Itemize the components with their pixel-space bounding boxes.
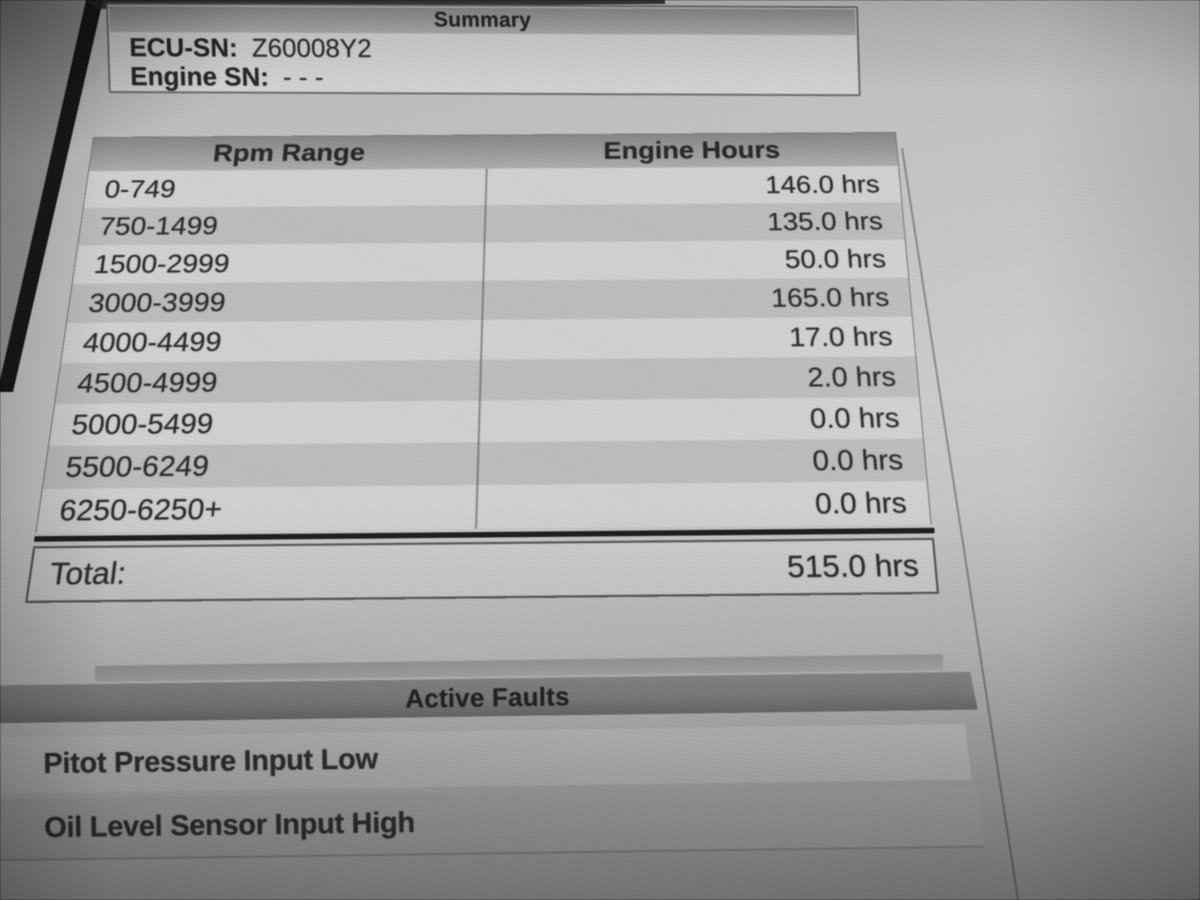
paper-edge-black-stripe: [0, 0, 103, 392]
page-right-edge-line: [901, 147, 1019, 900]
